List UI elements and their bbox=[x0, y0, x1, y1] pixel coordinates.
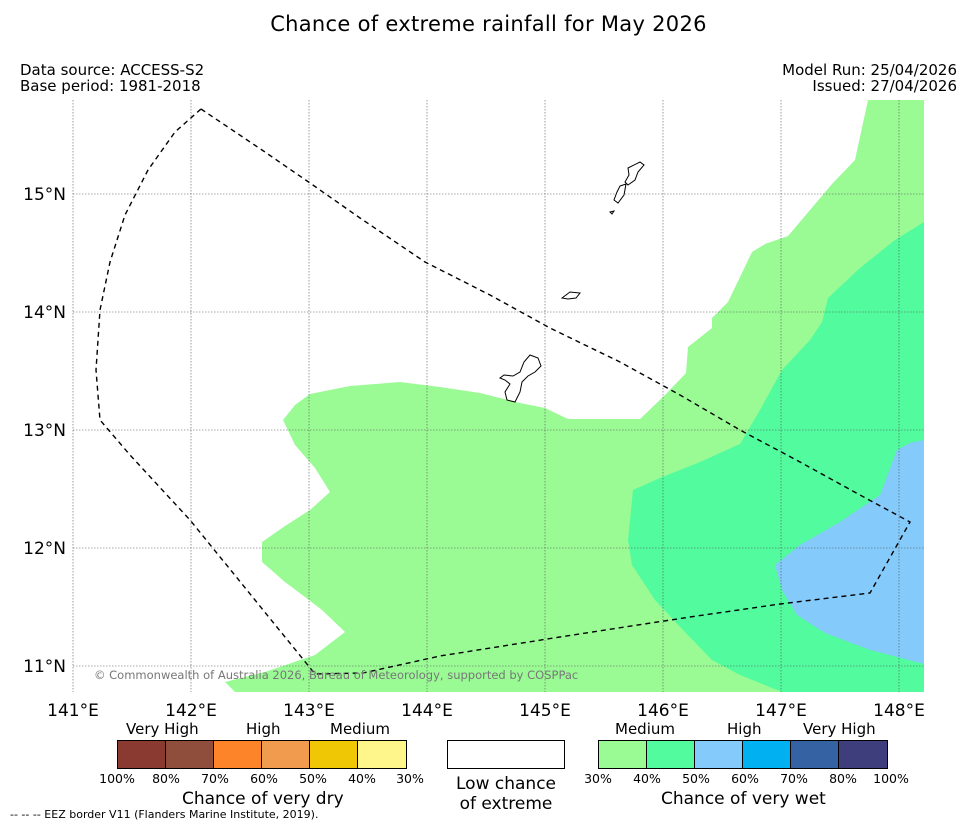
wet-swatch bbox=[743, 741, 791, 768]
wet-tick: 40% bbox=[633, 771, 661, 786]
wet-caption: Chance of very wet bbox=[661, 789, 826, 809]
lat-label: 13°N bbox=[23, 421, 66, 441]
dry-category-high: High bbox=[246, 720, 281, 738]
wet-category-very-high: Very High bbox=[803, 720, 876, 738]
copyright-text: © Commonwealth of Australia 2026, Bureau… bbox=[94, 668, 578, 682]
dry-tick: 80% bbox=[152, 771, 180, 786]
dry-tick: 40% bbox=[348, 771, 376, 786]
lon-label: 146°E bbox=[637, 701, 689, 721]
lat-label: 14°N bbox=[23, 303, 66, 323]
low-chance-line1: Low chance bbox=[456, 774, 556, 794]
lat-label: 11°N bbox=[23, 657, 66, 677]
model-run: Model Run: 25/04/2026 bbox=[782, 61, 957, 79]
dry-category-very-high: Very High bbox=[126, 720, 199, 738]
issued-date: Issued: 27/04/2026 bbox=[812, 77, 957, 95]
wet-tick: 30% bbox=[584, 771, 612, 786]
lon-label: 143°E bbox=[283, 701, 335, 721]
wet-category-high: High bbox=[727, 720, 762, 738]
lon-label: 145°E bbox=[519, 701, 571, 721]
dry-tick: 100% bbox=[99, 771, 135, 786]
dry-tick: 60% bbox=[250, 771, 278, 786]
dry-swatch bbox=[262, 741, 310, 768]
wet-colorbar bbox=[598, 740, 888, 769]
dry-category-medium: Medium bbox=[330, 720, 390, 738]
wet-swatch bbox=[839, 741, 887, 768]
wet-tick: 80% bbox=[829, 771, 857, 786]
wet-tick: 70% bbox=[780, 771, 808, 786]
dry-tick: 30% bbox=[396, 771, 424, 786]
eez-border bbox=[95, 108, 911, 675]
wet-swatch bbox=[791, 741, 839, 768]
island-guam bbox=[498, 354, 542, 403]
map-title: Chance of extreme rainfall for May 2026 bbox=[270, 12, 707, 36]
probability-shading bbox=[225, 100, 924, 692]
low-chance-swatch bbox=[447, 740, 565, 769]
wet-tick: 50% bbox=[682, 771, 710, 786]
wet-swatch bbox=[695, 741, 743, 768]
low-chance-line2: of extreme bbox=[459, 794, 553, 814]
wet-50-60-region bbox=[775, 440, 924, 664]
graticule bbox=[72, 100, 924, 692]
data-source: Data source: ACCESS-S2 bbox=[20, 61, 205, 79]
dry-tick: 50% bbox=[299, 771, 327, 786]
wet-tick: 60% bbox=[731, 771, 759, 786]
lon-label: 144°E bbox=[401, 701, 453, 721]
dry-colorbar bbox=[117, 740, 407, 769]
lat-label: 15°N bbox=[23, 185, 66, 205]
dry-swatch bbox=[166, 741, 214, 768]
wet-swatch bbox=[599, 741, 647, 768]
island-tinian-saipan bbox=[609, 161, 645, 215]
wet-tick: 100% bbox=[873, 771, 909, 786]
dry-swatch bbox=[310, 741, 358, 768]
dry-caption: Chance of very dry bbox=[182, 789, 344, 809]
dry-tick: 70% bbox=[201, 771, 229, 786]
dry-swatch bbox=[214, 741, 262, 768]
dry-swatch bbox=[358, 741, 406, 768]
lon-label: 142°E bbox=[165, 701, 217, 721]
lon-label: 148°E bbox=[873, 701, 925, 721]
lon-label: 141°E bbox=[47, 701, 99, 721]
metadata-left: Data source: ACCESS-S2 Base period: 1981… bbox=[20, 62, 204, 94]
metadata-right: Model Run: 25/04/2026 Issued: 27/04/2026 bbox=[782, 62, 957, 94]
latitude-labels: 15°N 14°N 13°N 12°N 11°N bbox=[23, 185, 66, 677]
base-period: Base period: 1981-2018 bbox=[20, 77, 201, 95]
wet-swatch bbox=[647, 741, 695, 768]
coastlines bbox=[498, 161, 645, 403]
low-chance-caption: Low chance of extreme bbox=[447, 774, 565, 814]
dry-swatch bbox=[118, 741, 166, 768]
longitude-labels: 141°E 142°E 143°E 144°E 145°E 146°E 147°… bbox=[47, 701, 925, 721]
eez-footnote: -- -- -- EEZ border V11 (Flanders Marine… bbox=[10, 808, 319, 821]
island-rota bbox=[560, 291, 581, 300]
lat-label: 12°N bbox=[23, 539, 66, 559]
wet-category-medium: Medium bbox=[615, 720, 675, 738]
lon-label: 147°E bbox=[755, 701, 807, 721]
